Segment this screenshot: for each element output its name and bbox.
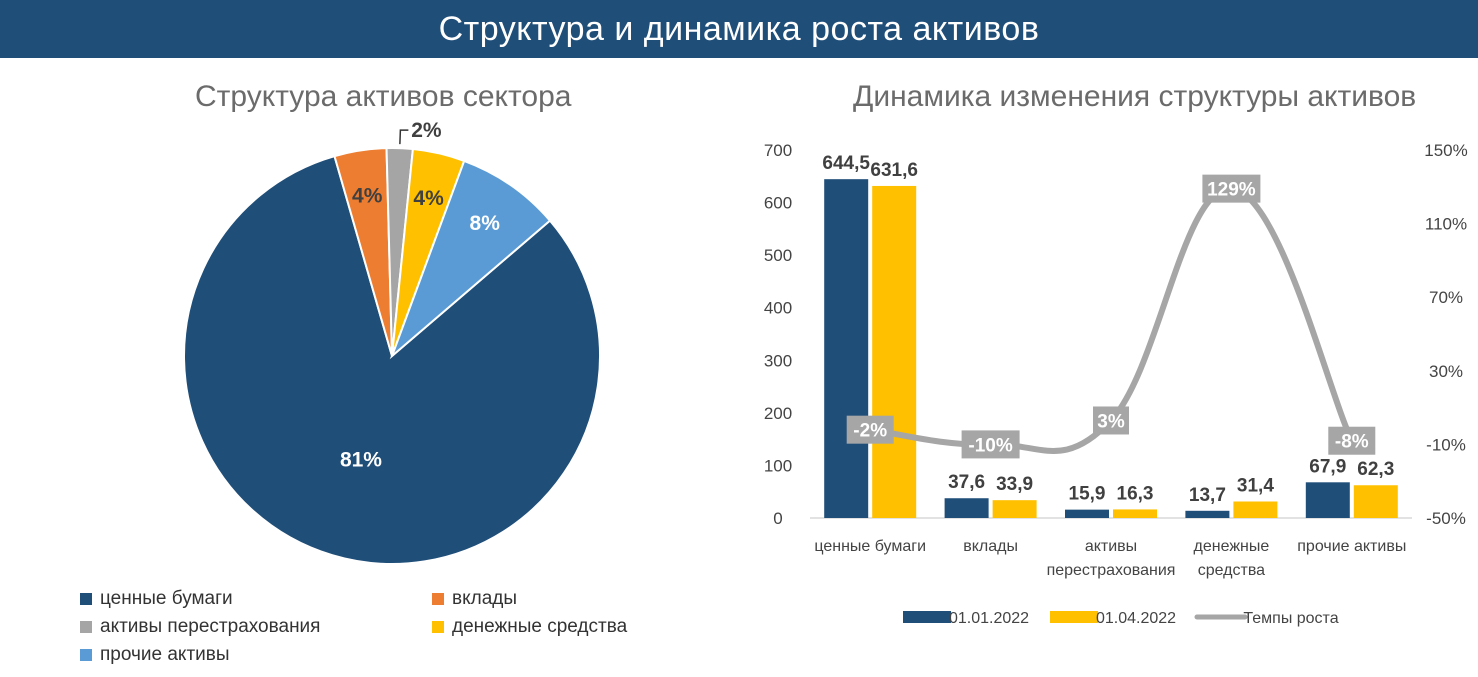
- pie-legend-item-reinsurance: активы перестрахования: [80, 616, 320, 638]
- growth-label-box: [961, 430, 1020, 459]
- bar: [1233, 501, 1278, 518]
- growth-label-box: [1328, 426, 1376, 455]
- y-axis-tick-label: 500: [764, 246, 792, 265]
- x-axis-category-label: денежные: [1194, 538, 1270, 555]
- growth-label: 3%: [1097, 411, 1125, 432]
- y-axis-tick-label: 600: [764, 194, 792, 213]
- legend-swatch: [80, 621, 92, 633]
- legend-label-growth: Темпы роста: [1243, 610, 1338, 627]
- bar: [1305, 482, 1350, 518]
- pie-slice-label: 8%: [470, 212, 501, 235]
- bar-value-label: 13,7: [1189, 485, 1226, 506]
- bar: [872, 185, 917, 518]
- y-axis-tick-label: 300: [764, 351, 792, 370]
- y-axis-tick-label: 400: [764, 299, 792, 318]
- pie-legend-item-deposits: вклады: [432, 588, 517, 610]
- legend-label: ценные бумаги: [100, 588, 233, 609]
- growth-label-box: [846, 415, 894, 444]
- bar: [992, 500, 1037, 518]
- legend-label: денежные средства: [452, 616, 628, 637]
- y2-axis-tick-label: 70%: [1429, 288, 1463, 307]
- bar-value-label: 631,6: [870, 160, 918, 181]
- pie-slice: [183, 154, 601, 565]
- x-axis-category-label: активы: [1085, 538, 1137, 555]
- bar: [1185, 510, 1230, 518]
- y-axis-tick-label: 100: [764, 456, 792, 475]
- legend-swatch: [80, 649, 92, 661]
- pie-leader-line: [399, 129, 409, 145]
- y2-axis-tick-label: -10%: [1426, 435, 1466, 454]
- y-axis-tick-label: 700: [764, 141, 792, 160]
- x-axis-category-label: вклады: [963, 538, 1018, 555]
- growth-label: -2%: [853, 421, 887, 442]
- bar: [1113, 509, 1157, 518]
- bar-value-label: 15,9: [1069, 484, 1106, 505]
- bar: [824, 179, 869, 519]
- y2-axis-tick-label: -50%: [1426, 509, 1466, 528]
- y-axis-tick-label: 0: [773, 509, 782, 528]
- bar-value-label: 37,6: [948, 472, 985, 493]
- legend-swatch-series-2: [1050, 611, 1098, 623]
- bar-value-label: 644,5: [822, 153, 870, 174]
- bar-value-label: 67,9: [1309, 456, 1346, 477]
- pie-slice-label: 2%: [411, 119, 442, 142]
- legend-swatch: [432, 621, 444, 633]
- bar-value-label: 62,3: [1357, 459, 1394, 480]
- legend-swatch: [80, 593, 92, 605]
- page-title: Структура и динамика роста активов: [0, 0, 1478, 58]
- legend-label: активы перестрахования: [100, 616, 321, 637]
- growth-label-box: [1093, 406, 1129, 435]
- bar-value-label: 16,3: [1117, 483, 1154, 504]
- bar-value-label: 33,9: [996, 474, 1033, 495]
- legend-label: вклады: [452, 588, 518, 609]
- y2-axis-tick-label: 110%: [1425, 215, 1467, 234]
- bar-chart-title: Динамика изменения структуры активов: [853, 80, 1417, 113]
- x-axis-category-label: средства: [1198, 562, 1265, 579]
- bar: [944, 498, 989, 518]
- y2-axis-tick-label: 30%: [1429, 362, 1463, 381]
- pie-slice: [389, 159, 552, 360]
- growth-label: 129%: [1207, 180, 1256, 201]
- y-axis-tick-label: 200: [764, 404, 792, 423]
- legend-label: прочие активы: [100, 644, 230, 665]
- x-axis-category-label: прочие активы: [1297, 538, 1406, 555]
- legend-swatch: [432, 593, 444, 605]
- legend-label-series-2: 01.04.2022: [1096, 610, 1176, 627]
- legend-swatch-series-1: [903, 611, 951, 623]
- bar: [1065, 509, 1109, 518]
- pie-chart-title: Структура активов сектора: [195, 80, 572, 113]
- y2-axis-tick-label: 150%: [1424, 141, 1467, 160]
- x-axis-category-label: перестрахования: [1047, 562, 1176, 579]
- bar: [1353, 485, 1398, 518]
- legend-label-series-1: 01.01.2022: [949, 610, 1029, 627]
- pie-legend-item-cash: денежные средства: [432, 616, 627, 638]
- x-axis-category-label: ценные бумаги: [814, 538, 926, 555]
- growth-label-box: [1202, 174, 1261, 203]
- pie-legend-item-other: прочие активы: [80, 644, 230, 666]
- growth-label: -8%: [1335, 432, 1369, 453]
- pie-slice-label: 4%: [413, 187, 444, 210]
- pie-slice-label: 4%: [352, 185, 383, 208]
- growth-label: -10%: [968, 435, 1012, 456]
- pie-slice-label: 81%: [340, 449, 382, 472]
- bar-value-label: 31,4: [1237, 475, 1274, 496]
- pie-legend-item-securities: ценные бумаги: [80, 588, 233, 610]
